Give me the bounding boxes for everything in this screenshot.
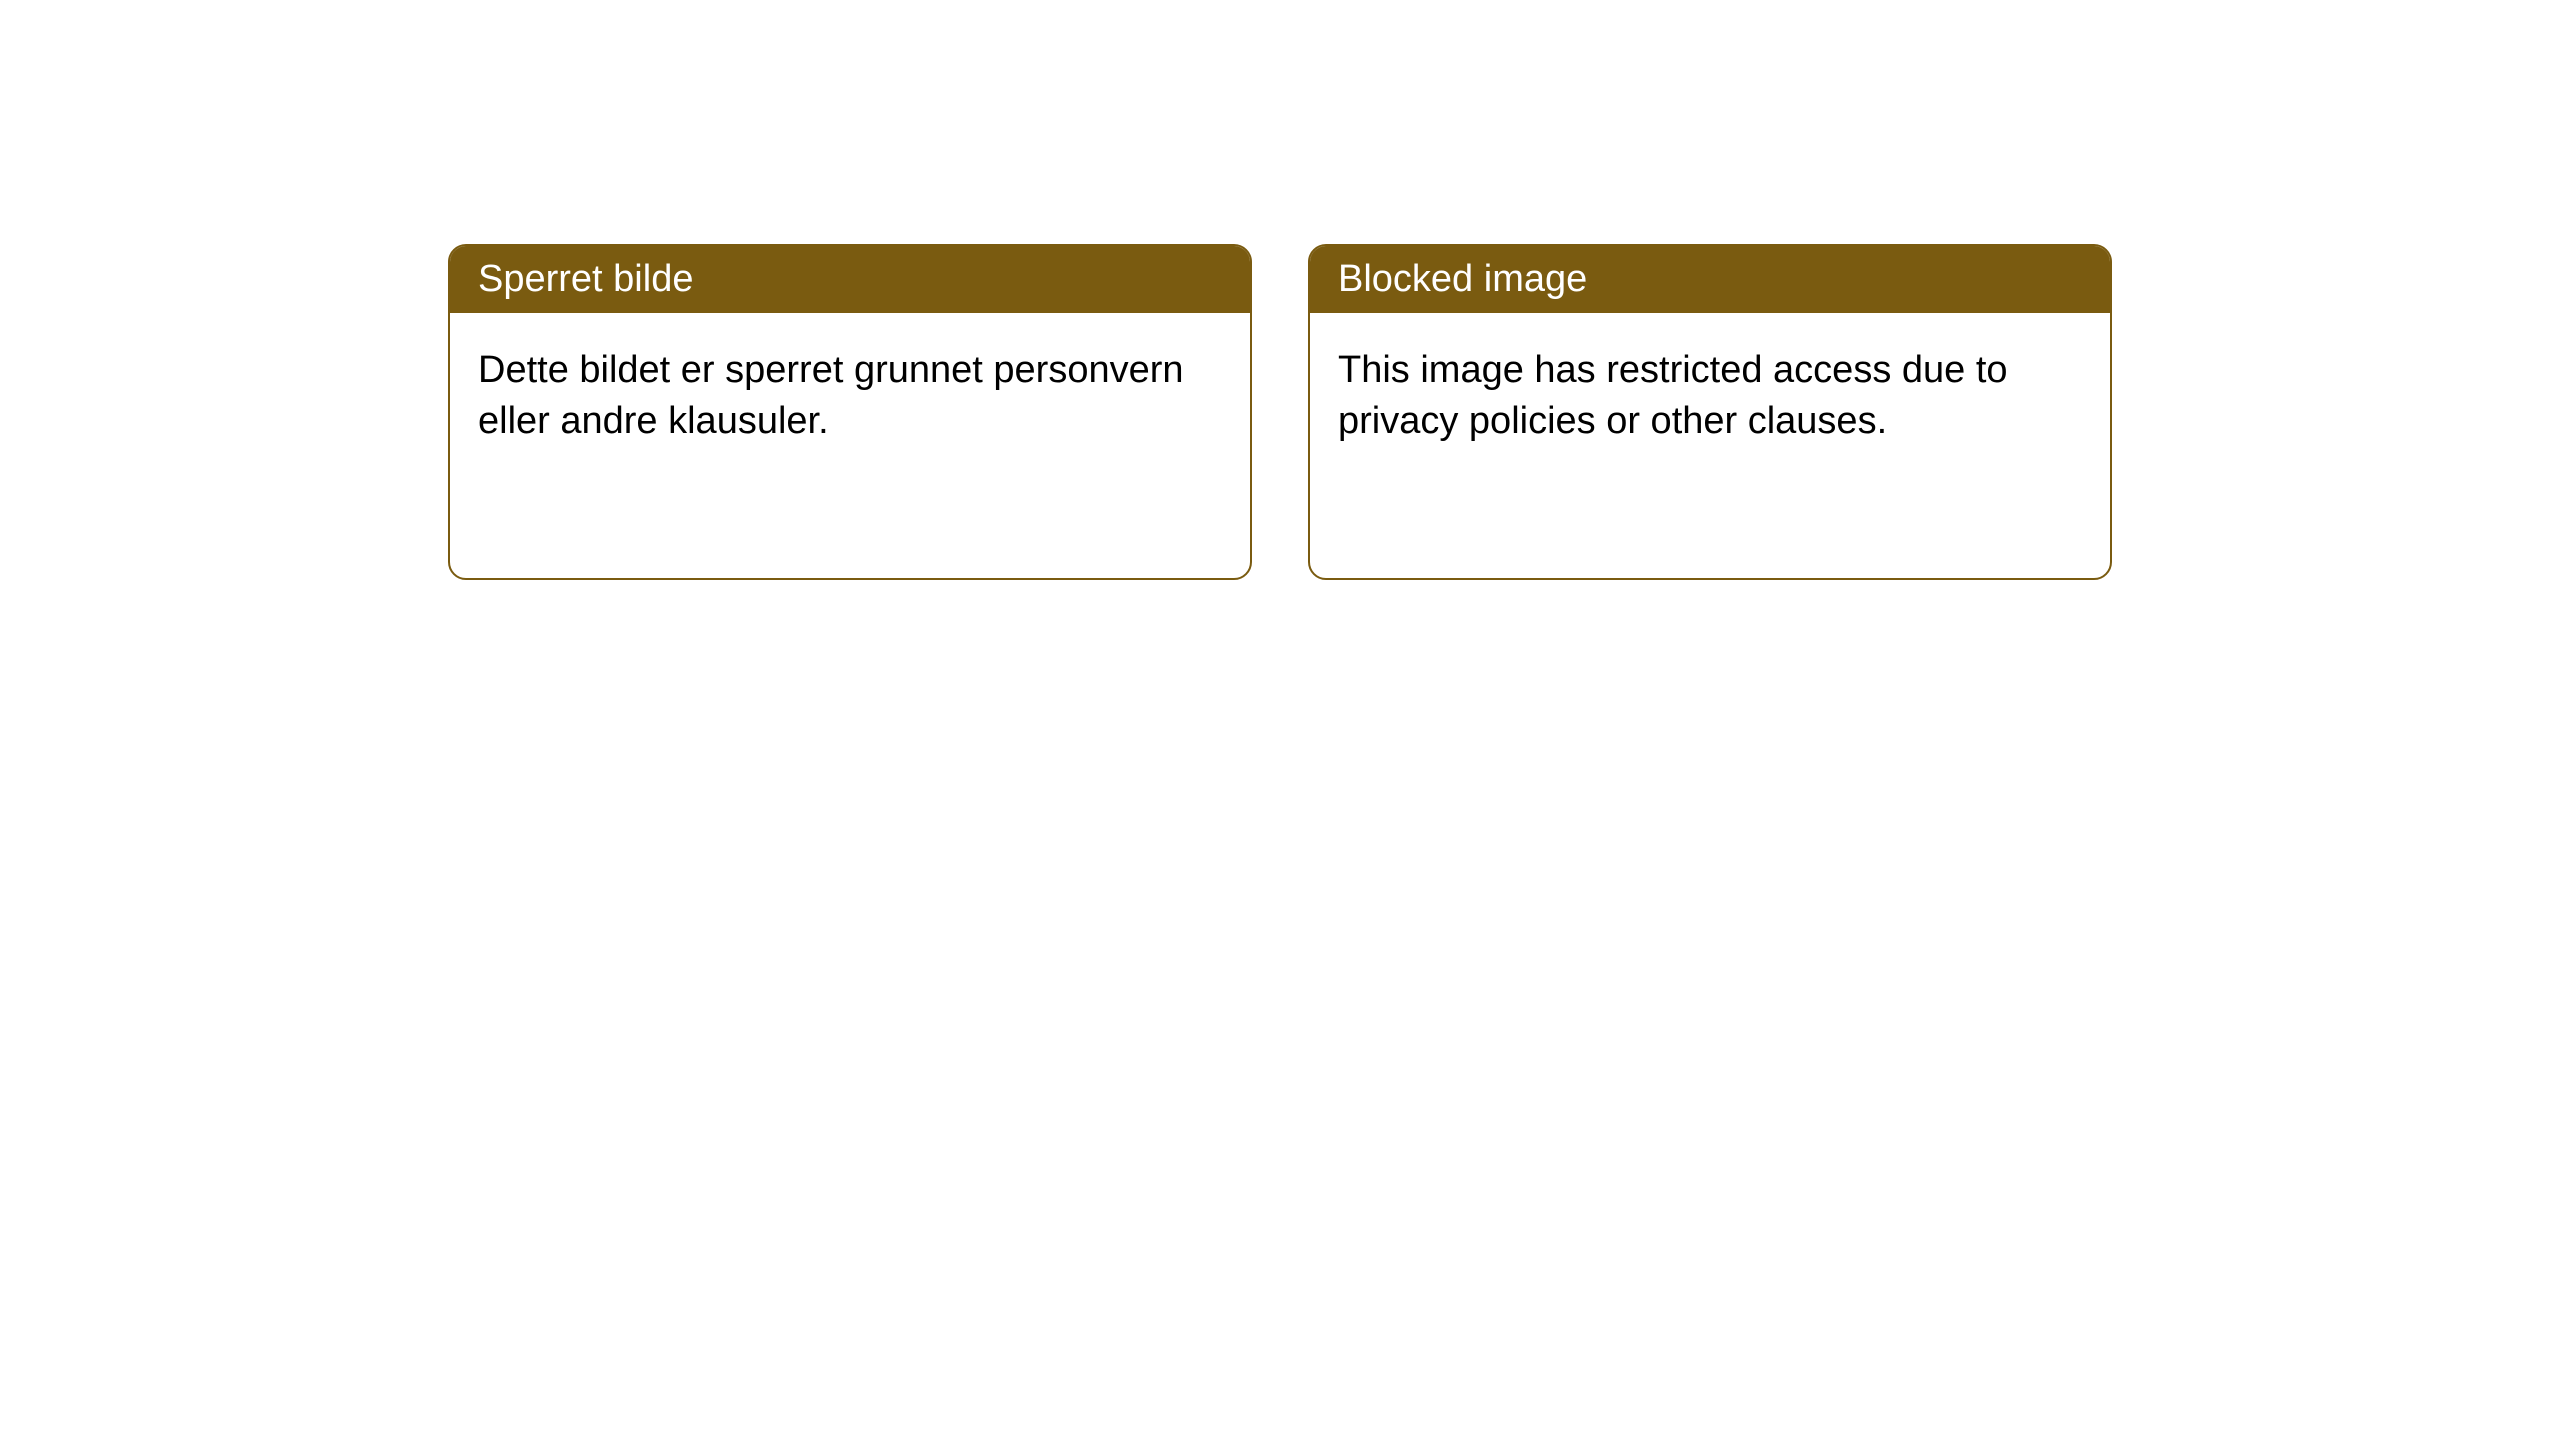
card-title: Blocked image	[1338, 258, 1587, 300]
card-header: Blocked image	[1310, 246, 2110, 313]
card-body-text: Dette bildet er sperret grunnet personve…	[478, 349, 1184, 442]
card-header: Sperret bilde	[450, 246, 1250, 313]
blocked-image-card-en: Blocked image This image has restricted …	[1308, 244, 2112, 580]
card-body: Dette bildet er sperret grunnet personve…	[450, 313, 1250, 480]
cards-container: Sperret bilde Dette bildet er sperret gr…	[0, 0, 2560, 580]
blocked-image-card-no: Sperret bilde Dette bildet er sperret gr…	[448, 244, 1252, 580]
card-body-text: This image has restricted access due to …	[1338, 349, 2008, 442]
card-title: Sperret bilde	[478, 258, 693, 300]
card-body: This image has restricted access due to …	[1310, 313, 2110, 480]
